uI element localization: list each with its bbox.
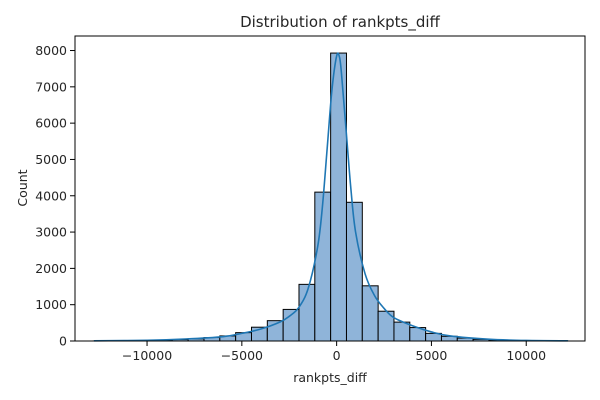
histogram-bar [361,285,379,342]
y-tick-label: 8000 [35,43,67,58]
x-tick-label: 0 [333,348,341,363]
y-tick-label: 0 [59,334,67,349]
bars-group [92,52,569,342]
x-tick-label: −5000 [221,348,263,363]
histogram-bar [314,191,332,342]
chart-title: Distribution of rankpts_diff [240,13,440,32]
y-tick-label: 5000 [35,152,67,167]
y-tick-label: 6000 [35,116,67,131]
y-tick-label: 1000 [35,297,67,312]
x-axis-label: rankpts_diff [293,370,367,385]
x-axis: −10000 −5000 0 5000 10000 [122,341,546,363]
y-tick-label: 3000 [35,225,67,240]
y-tick-label: 4000 [35,188,67,203]
kde-curve [93,52,568,342]
y-tick-label: 2000 [35,261,67,276]
x-tick-label: −10000 [122,348,172,363]
y-axis: 0 1000 2000 3000 4000 5000 6000 7000 8000 [35,43,75,349]
histogram-bar [393,321,411,342]
x-tick-label: 10000 [506,348,546,363]
y-tick-label: 7000 [35,79,67,94]
y-axis-label: Count [15,169,30,206]
x-tick-label: 5000 [416,348,448,363]
plot-frame [74,35,586,342]
